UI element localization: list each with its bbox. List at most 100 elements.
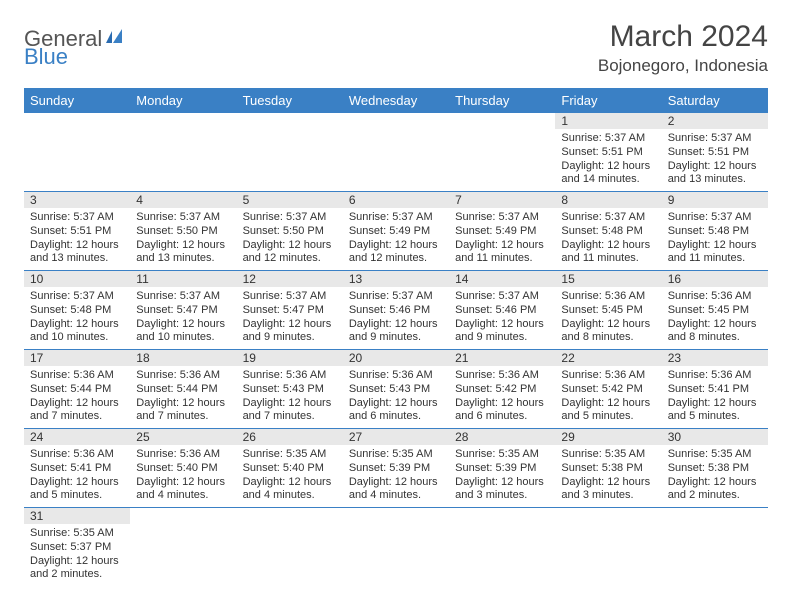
day-number: 18 [130,350,236,366]
cell-line: Sunrise: 5:35 AM [30,527,124,541]
day-number: 14 [449,271,555,287]
cell-content: Sunrise: 5:37 AMSunset: 5:47 PMDaylight:… [130,287,236,349]
cell-content: Sunrise: 5:37 AMSunset: 5:50 PMDaylight:… [237,208,343,270]
day-number: 29 [555,429,661,445]
cell-line: and 5 minutes. [30,489,124,503]
cell-content: Sunrise: 5:35 AMSunset: 5:37 PMDaylight:… [24,524,130,586]
cell-line: Daylight: 12 hours [455,239,549,253]
cell-content: Sunrise: 5:37 AMSunset: 5:47 PMDaylight:… [237,287,343,349]
cell-line: Daylight: 12 hours [243,239,337,253]
day-number: 7 [449,192,555,208]
cell-line: Daylight: 12 hours [30,318,124,332]
cell-line: Sunset: 5:41 PM [30,462,124,476]
cell-content: Sunrise: 5:35 AMSunset: 5:39 PMDaylight:… [343,445,449,507]
day-number: 15 [555,271,661,287]
cell-line: Daylight: 12 hours [561,318,655,332]
cell-line: Sunrise: 5:36 AM [668,369,762,383]
calendar-cell: 27Sunrise: 5:35 AMSunset: 5:39 PMDayligh… [343,429,449,508]
cell-line: Sunset: 5:42 PM [561,383,655,397]
cell-line: Daylight: 12 hours [349,397,443,411]
cell-line: Sunset: 5:43 PM [349,383,443,397]
cell-content: Sunrise: 5:37 AMSunset: 5:49 PMDaylight:… [343,208,449,270]
cell-line: Sunrise: 5:37 AM [668,211,762,225]
day-number: 3 [24,192,130,208]
cell-line: and 14 minutes. [561,173,655,187]
cell-line: Sunrise: 5:37 AM [668,132,762,146]
cell-line: Sunset: 5:41 PM [668,383,762,397]
calendar-cell [343,113,449,192]
cell-line: Daylight: 12 hours [561,397,655,411]
calendar-cell: 18Sunrise: 5:36 AMSunset: 5:44 PMDayligh… [130,350,236,429]
day-number: 20 [343,350,449,366]
calendar-cell: 19Sunrise: 5:36 AMSunset: 5:43 PMDayligh… [237,350,343,429]
cell-content: Sunrise: 5:36 AMSunset: 5:43 PMDaylight:… [237,366,343,428]
cell-content: Sunrise: 5:35 AMSunset: 5:39 PMDaylight:… [449,445,555,507]
cell-line: Sunset: 5:43 PM [243,383,337,397]
calendar-cell: 11Sunrise: 5:37 AMSunset: 5:47 PMDayligh… [130,271,236,350]
cell-content: Sunrise: 5:36 AMSunset: 5:43 PMDaylight:… [343,366,449,428]
cell-content: Sunrise: 5:36 AMSunset: 5:40 PMDaylight:… [130,445,236,507]
calendar-cell [555,508,661,587]
cell-line: Daylight: 12 hours [136,476,230,490]
cell-line: Sunset: 5:45 PM [561,304,655,318]
cell-line: Sunset: 5:38 PM [668,462,762,476]
cell-content: Sunrise: 5:37 AMSunset: 5:50 PMDaylight:… [130,208,236,270]
cell-line: Sunrise: 5:35 AM [561,448,655,462]
cell-line: Daylight: 12 hours [561,160,655,174]
cell-line: and 11 minutes. [561,252,655,266]
day-number: 2 [662,113,768,129]
flag-icon [106,29,128,50]
cell-content: Sunrise: 5:37 AMSunset: 5:49 PMDaylight:… [449,208,555,270]
calendar-cell: 25Sunrise: 5:36 AMSunset: 5:40 PMDayligh… [130,429,236,508]
day-header: Sunday [24,88,130,113]
calendar-week: 10Sunrise: 5:37 AMSunset: 5:48 PMDayligh… [24,271,768,350]
calendar-cell: 26Sunrise: 5:35 AMSunset: 5:40 PMDayligh… [237,429,343,508]
cell-line: Sunset: 5:45 PM [668,304,762,318]
cell-line: Sunrise: 5:36 AM [243,369,337,383]
cell-content: Sunrise: 5:37 AMSunset: 5:51 PMDaylight:… [24,208,130,270]
cell-line: Daylight: 12 hours [349,239,443,253]
cell-line: Daylight: 12 hours [668,476,762,490]
calendar-cell: 23Sunrise: 5:36 AMSunset: 5:41 PMDayligh… [662,350,768,429]
calendar-cell: 24Sunrise: 5:36 AMSunset: 5:41 PMDayligh… [24,429,130,508]
day-header: Wednesday [343,88,449,113]
cell-content: Sunrise: 5:36 AMSunset: 5:42 PMDaylight:… [449,366,555,428]
day-number: 10 [24,271,130,287]
day-header: Tuesday [237,88,343,113]
cell-line: Sunrise: 5:37 AM [349,290,443,304]
day-number: 8 [555,192,661,208]
day-number: 1 [555,113,661,129]
cell-line: Daylight: 12 hours [243,318,337,332]
calendar-body: 1 Sunrise: 5:37 AMSunset: 5:51 PMDaylight… [24,113,768,586]
calendar-cell [237,113,343,192]
cell-line: Sunrise: 5:36 AM [561,290,655,304]
cell-line: Sunset: 5:47 PM [136,304,230,318]
cell-line: Sunset: 5:48 PM [561,225,655,239]
cell-line: Sunrise: 5:35 AM [349,448,443,462]
calendar-week: 1Sunrise: 5:37 AMSunset: 5:51 PMDaylight… [24,113,768,192]
day-number: 5 [237,192,343,208]
day-number: 6 [343,192,449,208]
cell-line: and 4 minutes. [136,489,230,503]
cell-line: Daylight: 12 hours [455,318,549,332]
cell-content: Sunrise: 5:37 AMSunset: 5:46 PMDaylight:… [449,287,555,349]
cell-content: Sunrise: 5:36 AMSunset: 5:42 PMDaylight:… [555,366,661,428]
calendar-cell: 8Sunrise: 5:37 AMSunset: 5:48 PMDaylight… [555,192,661,271]
cell-line: Sunrise: 5:37 AM [136,211,230,225]
cell-line: Sunrise: 5:37 AM [561,211,655,225]
cell-line: and 3 minutes. [561,489,655,503]
day-number: 30 [662,429,768,445]
cell-content: Sunrise: 5:36 AMSunset: 5:44 PMDaylight:… [130,366,236,428]
cell-line: Daylight: 12 hours [136,318,230,332]
calendar-cell: 4Sunrise: 5:37 AMSunset: 5:50 PMDaylight… [130,192,236,271]
cell-line: Sunrise: 5:35 AM [243,448,337,462]
cell-line: and 4 minutes. [243,489,337,503]
cell-line: Daylight: 12 hours [243,397,337,411]
cell-line: Sunset: 5:38 PM [561,462,655,476]
calendar-cell: 20Sunrise: 5:36 AMSunset: 5:43 PMDayligh… [343,350,449,429]
day-header: Thursday [449,88,555,113]
cell-line: Sunset: 5:48 PM [668,225,762,239]
calendar-cell: 9Sunrise: 5:37 AMSunset: 5:48 PMDaylight… [662,192,768,271]
day-header: Friday [555,88,661,113]
calendar-cell: 17Sunrise: 5:36 AMSunset: 5:44 PMDayligh… [24,350,130,429]
